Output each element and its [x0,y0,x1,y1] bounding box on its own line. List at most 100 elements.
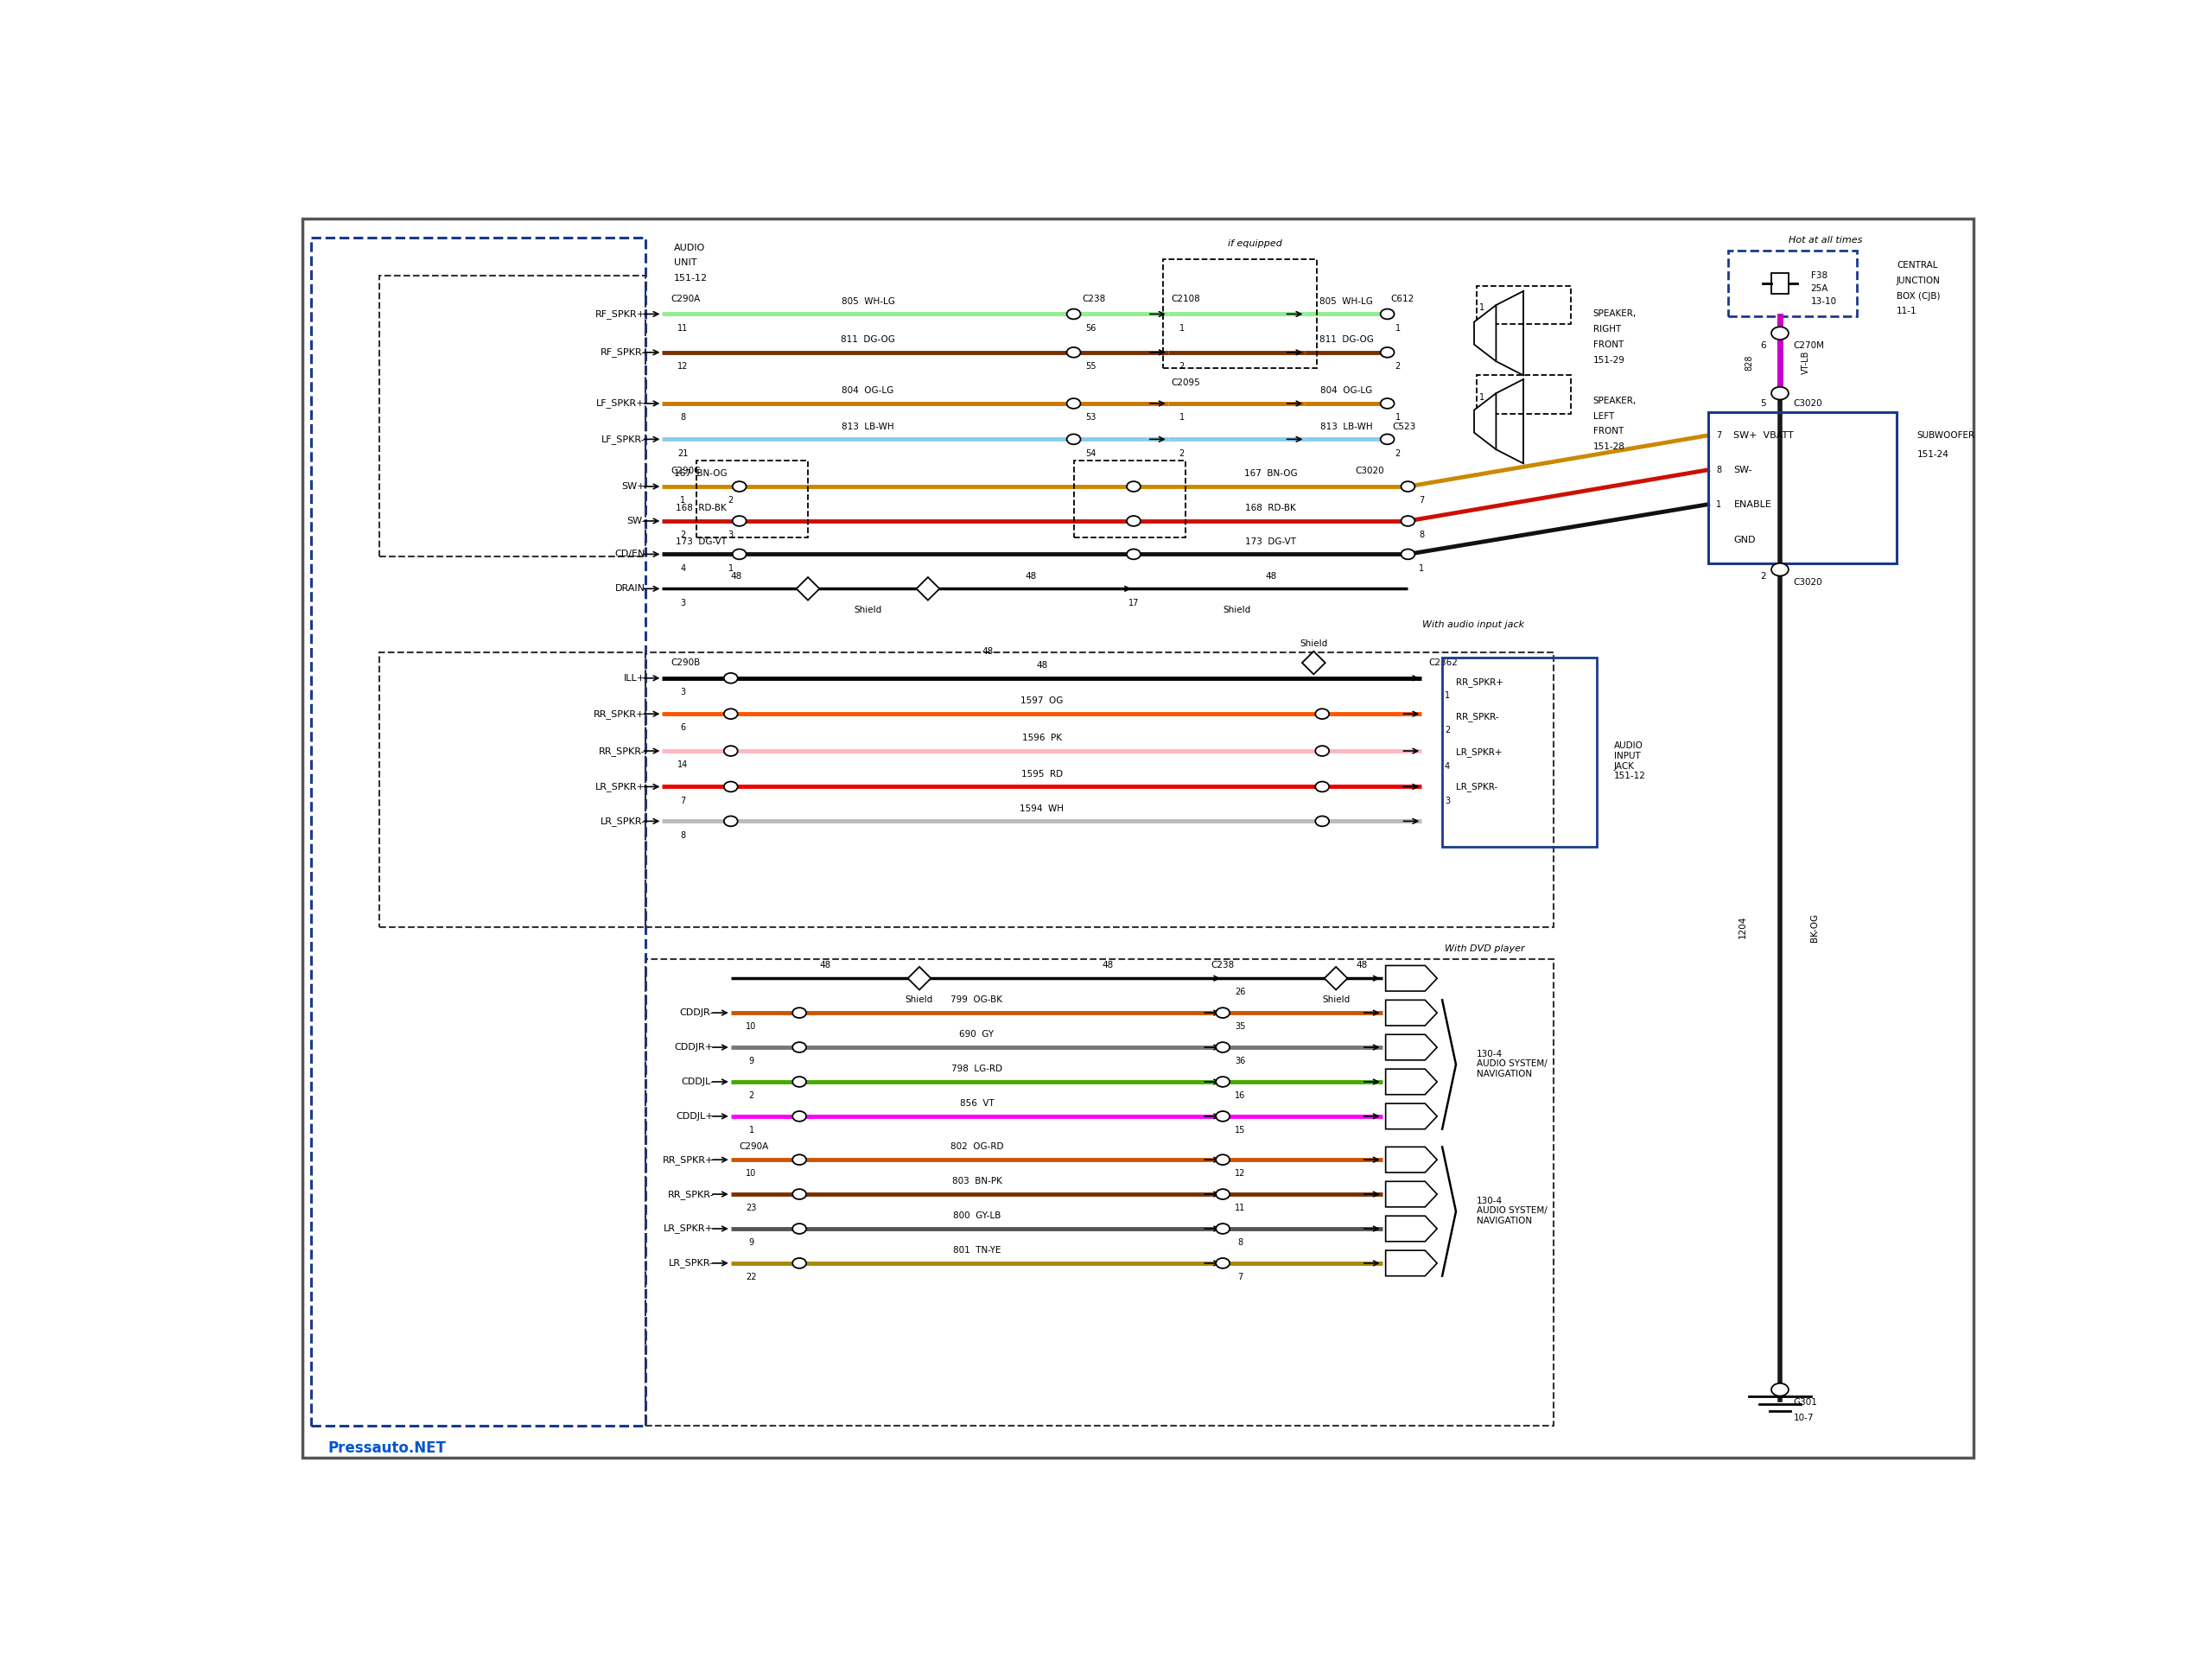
Text: 16: 16 [1234,1092,1245,1100]
Text: C612: C612 [1391,294,1413,304]
Polygon shape [1385,1146,1438,1173]
Text: AUDIO
INPUT
JACK
151-12: AUDIO INPUT JACK 151-12 [1615,742,1646,780]
Text: 803  BN-PK: 803 BN-PK [951,1178,1002,1186]
Polygon shape [796,577,818,601]
Circle shape [1772,1384,1790,1395]
Text: 35: 35 [1234,1022,1245,1032]
Text: C3020: C3020 [1356,466,1385,476]
Text: 22: 22 [745,1272,757,1281]
Text: 1597  OG: 1597 OG [1020,697,1064,705]
Text: 2: 2 [1480,428,1484,438]
Circle shape [792,1007,805,1019]
Text: 11-1: 11-1 [1896,307,1918,315]
Circle shape [1400,549,1416,559]
Text: 12: 12 [1234,1170,1245,1178]
Circle shape [1126,481,1141,491]
Circle shape [1400,481,1416,491]
Text: 4: 4 [1444,761,1451,770]
Circle shape [792,1077,805,1087]
Text: 1: 1 [728,564,734,572]
Circle shape [792,1042,805,1052]
Text: 17: 17 [1128,599,1139,607]
Text: CDDJL+: CDDJL+ [677,1112,714,1120]
Text: 1: 1 [1179,413,1183,421]
Text: 7: 7 [679,796,686,805]
Text: F38: F38 [1812,272,1827,280]
Polygon shape [1385,966,1438,990]
Text: 1: 1 [1444,692,1451,700]
Text: With DVD player: With DVD player [1444,944,1524,954]
Text: ILL+: ILL+ [624,674,646,682]
Text: 3: 3 [1444,796,1451,805]
Text: LF_SPKR-: LF_SPKR- [602,435,646,445]
Text: RF_SPKR-: RF_SPKR- [599,348,646,357]
Text: 2: 2 [1179,450,1183,458]
Text: CDDJR+: CDDJR+ [675,1044,714,1052]
Circle shape [732,549,745,559]
Text: Shield: Shield [1301,639,1327,649]
Text: 10: 10 [745,1022,757,1032]
Circle shape [1217,1224,1230,1234]
Polygon shape [1385,1035,1438,1060]
Text: C3020: C3020 [1794,400,1823,408]
Text: 804  OG-LG: 804 OG-LG [843,387,894,395]
Text: 168  RD-BK: 168 RD-BK [675,504,726,513]
Text: VT-LB: VT-LB [1801,350,1809,375]
Text: 811  DG-OG: 811 DG-OG [841,335,896,343]
Polygon shape [1473,393,1495,450]
Text: Shield: Shield [1223,606,1250,615]
Text: 2: 2 [679,531,686,539]
Text: E: E [1405,1224,1411,1233]
Text: C290A: C290A [670,294,701,304]
Text: 11: 11 [1234,1204,1245,1213]
Circle shape [1217,1190,1230,1199]
Text: 1: 1 [1420,564,1425,572]
Circle shape [732,516,745,526]
Text: 2: 2 [1444,727,1451,735]
Text: 48: 48 [1035,660,1048,670]
Bar [1073,461,1186,538]
Circle shape [792,1224,805,1234]
Circle shape [1126,549,1141,559]
Text: GND: GND [1734,536,1756,544]
Bar [310,237,646,1425]
Text: 55: 55 [1086,362,1097,370]
Polygon shape [1385,1251,1438,1276]
Text: CDDJR-: CDDJR- [679,1009,714,1017]
Text: CENTRAL: CENTRAL [1896,260,1938,270]
Text: RIGHT: RIGHT [1593,325,1621,333]
Polygon shape [1385,1000,1438,1025]
Text: 798  LG-RD: 798 LG-RD [951,1065,1002,1073]
Bar [1708,413,1896,562]
Bar [1772,274,1790,294]
Text: if equipped: if equipped [1228,239,1283,249]
Polygon shape [1385,1103,1438,1130]
Circle shape [723,674,737,684]
Bar [380,652,646,927]
Bar [646,652,1553,927]
Text: 800  GY-LB: 800 GY-LB [953,1211,1000,1221]
Text: 2: 2 [748,1092,754,1100]
Text: BK-OG: BK-OG [1809,912,1818,942]
Text: 54: 54 [1086,450,1097,458]
Polygon shape [1473,305,1495,362]
Text: FRONT: FRONT [1593,428,1624,436]
Polygon shape [1385,1068,1438,1095]
Circle shape [1772,327,1790,340]
Text: 1: 1 [1717,499,1721,509]
Text: 10-7: 10-7 [1794,1413,1814,1422]
Text: 56: 56 [1086,324,1097,332]
Text: 48: 48 [1265,572,1276,581]
Text: 151-24: 151-24 [1918,450,1949,460]
Circle shape [723,708,737,718]
Circle shape [1217,1077,1230,1087]
Text: 8: 8 [1237,1238,1243,1248]
Text: F: F [1405,1259,1411,1267]
Text: RR_SPKR+: RR_SPKR+ [661,1155,714,1165]
Text: 856  VT: 856 VT [960,1100,993,1108]
Text: C3020: C3020 [1794,577,1823,587]
Text: 10: 10 [745,1170,757,1178]
Text: 805  WH-LG: 805 WH-LG [841,297,894,305]
Circle shape [1380,347,1394,357]
Circle shape [1380,309,1394,319]
